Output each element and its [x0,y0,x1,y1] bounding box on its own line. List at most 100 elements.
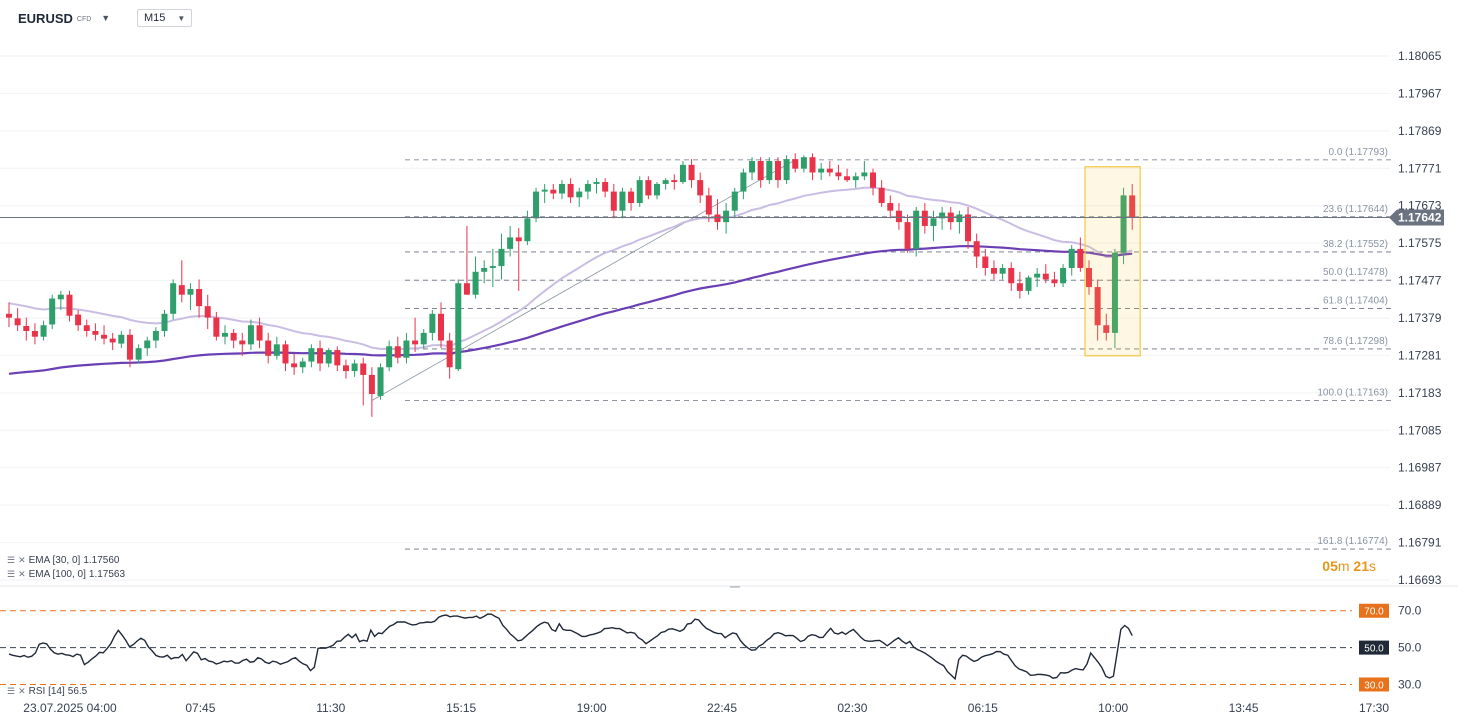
candle-body [308,348,315,362]
y-tick-label: 1.16889 [1398,498,1442,512]
y-tick-label: 1.17967 [1398,86,1442,100]
symbol-label: EURUSD [18,10,73,26]
candle-body [558,183,565,194]
settings-icon[interactable]: ☰ [7,686,16,696]
candle-body [870,172,876,188]
rsi-value: 56.5 [67,686,88,697]
rsi-y-label: 30.0 [1398,677,1422,691]
rsi-level-tag-label: 30.0 [1364,680,1384,691]
candle-body [92,330,99,335]
y-tick-label: 1.17869 [1398,124,1442,138]
y-tick-label: 1.17477 [1398,274,1442,288]
y-tick-label: 1.16693 [1398,573,1442,587]
symbol-type-label: CFD [76,15,92,23]
candle-body [576,191,583,198]
x-tick-label: 11:30 [316,701,345,715]
ema100-line [8,244,1133,375]
fib-level-label: 78.6 (1.17298) [1323,336,1388,347]
x-tick-label: 13:45 [1229,701,1259,715]
candle-body [317,348,324,364]
candle-body [913,210,920,249]
rsi-level-tag [1359,640,1389,655]
candle-body [895,210,902,223]
candle-body [187,288,194,295]
candle-body [541,189,548,192]
close-icon[interactable]: ✕ [18,569,26,579]
fib-level-label: 38.2 (1.17552) [1323,239,1388,250]
candle-body [299,361,306,368]
candle-body [152,330,159,341]
close-icon[interactable]: ✕ [18,686,26,696]
candle-body [161,313,168,331]
candle-body [101,334,108,339]
rsi-level-tag [1359,677,1389,692]
candle-body [835,172,842,177]
candle-countdown: 05m 21s [1322,558,1376,574]
candle-body [256,325,263,341]
candle-body [714,214,721,223]
candle-body [533,191,540,219]
candle-body [800,157,807,169]
x-tick-label: 02:30 [837,701,867,715]
rsi-level-tag-label: 50.0 [1364,644,1384,655]
x-tick-label: 10:00 [1098,701,1128,715]
candle-body [982,256,989,268]
candle-body [14,318,21,326]
ema100-legend: ☰ ✕ EMA [100, 0] 1.17563 [7,569,125,580]
candle-body [403,340,410,358]
candle-body [1008,267,1015,284]
candle-body [170,283,177,314]
settings-icon[interactable]: ☰ [7,569,16,579]
candle-body [6,313,12,318]
candle-body [705,195,712,215]
candle-body [126,334,133,360]
ema30-value: 1.17560 [83,555,120,566]
candle-body [990,267,997,274]
candle-body [818,168,825,173]
candle-body [792,159,799,169]
candle-body [230,332,237,341]
candle-body [628,191,635,204]
symbol-selector[interactable]: EURUSD CFD ▼ [18,8,110,28]
rsi-y-label: 70.0 [1398,604,1422,618]
candle-body [930,218,937,226]
fib-level-label: 0.0 (1.17793) [1329,147,1389,158]
candle-body [265,340,272,356]
countdown-minutes: 05 [1322,558,1338,574]
candle-body [999,267,1006,274]
candle-body [662,180,669,184]
candle-body [679,164,686,183]
candle-body [567,183,574,198]
candle-body [757,161,764,181]
candle-body [196,288,203,307]
close-icon[interactable]: ✕ [18,555,26,565]
y-tick-label: 1.17281 [1398,348,1442,362]
highlight-box [1084,166,1141,357]
ema100-value: 1.17563 [88,569,126,580]
candle-body [697,180,704,196]
rsi-line [8,613,1133,681]
candle-body [861,172,868,177]
candle-body [550,189,557,194]
candle-body [749,161,756,173]
timeframe-dropdown[interactable]: M15 ▼ [137,9,193,27]
candle-body [118,334,125,344]
y-tick-label: 1.18065 [1398,49,1442,63]
x-tick-label: 19:00 [577,701,607,715]
candle-body [472,271,479,295]
candle-body [1051,279,1058,284]
x-tick-label: 23.07.2025 04:00 [23,701,117,715]
candle-body [774,161,781,181]
countdown-minutes-unit: m [1337,558,1350,574]
x-tick-label: 06:15 [968,701,998,715]
candle-body [887,203,894,211]
candle-body [610,191,617,211]
candle-body [852,176,859,181]
settings-icon[interactable]: ☰ [7,555,16,565]
candle-body [204,306,211,318]
y-tick-label: 1.17085 [1398,423,1442,437]
candle-body [783,159,790,181]
ema100-label: EMA [100, 0] [28,569,86,580]
current-price-tag [1389,209,1444,226]
